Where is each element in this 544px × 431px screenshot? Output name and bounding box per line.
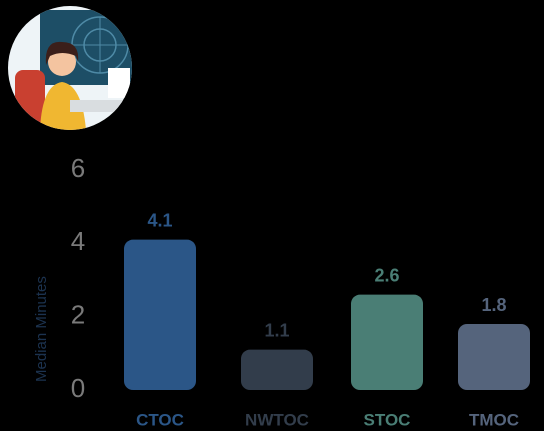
y-tick-label: 0	[71, 373, 85, 403]
y-tick-label: 6	[71, 153, 85, 183]
bar	[351, 294, 423, 390]
y-axis-label: Median Minutes	[33, 276, 50, 382]
value-label: 4.1	[147, 210, 172, 230]
x-tick-label: NWTOC	[245, 410, 309, 429]
value-label: 2.6	[374, 265, 399, 285]
value-label: 1.1	[264, 320, 289, 340]
bar	[124, 239, 196, 390]
x-tick-label: STOC	[364, 410, 411, 429]
y-tick-label: 2	[71, 300, 85, 330]
bar	[458, 324, 530, 390]
value-label: 1.8	[481, 295, 506, 315]
y-tick-label: 4	[71, 226, 85, 256]
x-tick-label: CTOC	[136, 410, 184, 429]
bar	[241, 349, 313, 390]
x-tick-label: TMOC	[469, 410, 519, 429]
